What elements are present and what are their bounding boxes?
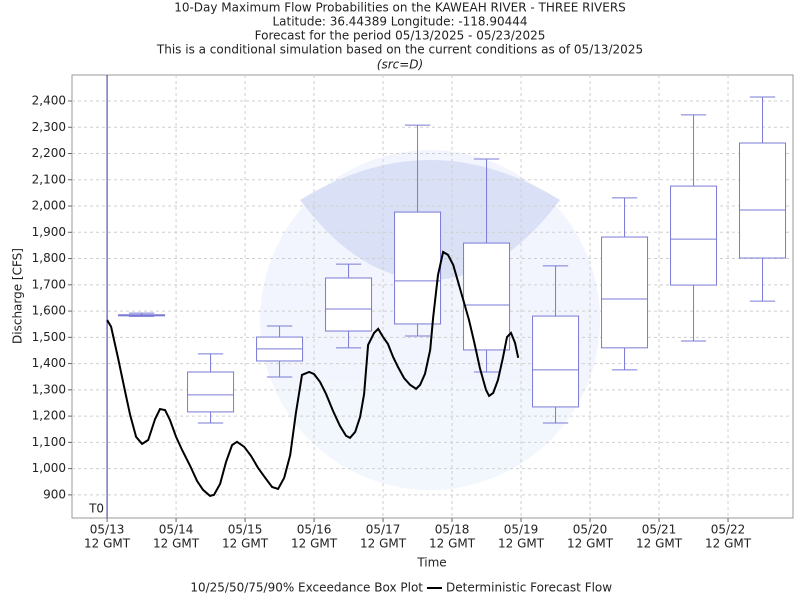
box	[394, 211, 442, 325]
box	[532, 315, 580, 408]
y-tick-label: 2,300	[32, 120, 66, 134]
y-tick-label: 1,000	[32, 461, 66, 475]
y-tick-label: 2,000	[32, 199, 66, 213]
y-tick-label: 1,900	[32, 225, 66, 239]
y-tick-label: 2,100	[32, 172, 66, 186]
box	[601, 236, 649, 349]
x-tick-label: 05/20	[573, 523, 608, 537]
box	[463, 242, 511, 351]
x-tick-label: 05/22	[711, 523, 746, 537]
y-tick-label: 1,400	[32, 356, 66, 370]
x-tick-label: 05/13	[90, 523, 125, 537]
subtitle: (src=D)	[377, 58, 423, 72]
y-tick-label: 1,100	[32, 435, 66, 449]
y-tick-label: 1,200	[32, 409, 66, 423]
x-tick-time: 12 GMT	[153, 537, 200, 551]
box	[187, 371, 235, 413]
y-axis-label: Discharge [CFS]	[11, 248, 25, 344]
title-line: Latitude: 36.44389 Longitude: -118.90444	[272, 15, 527, 29]
title-line: 10-Day Maximum Flow Probabilities on the…	[174, 1, 626, 15]
box	[739, 142, 787, 259]
x-tick-label: 05/17	[366, 523, 401, 537]
legend-line-label: Deterministic Forecast Flow	[446, 581, 612, 595]
y-tick-label: 2,200	[32, 146, 66, 160]
x-tick-time: 12 GMT	[705, 537, 752, 551]
x-tick-time: 12 GMT	[498, 537, 545, 551]
title-line: This is a conditional simulation based o…	[156, 43, 643, 57]
x-tick-time: 12 GMT	[636, 537, 683, 551]
y-tick-label: 2,400	[32, 93, 66, 107]
x-tick-time: 12 GMT	[567, 537, 614, 551]
y-tick-label: 900	[43, 487, 66, 501]
y-tick-label: 1,700	[32, 277, 66, 291]
t0-label: T0	[88, 502, 104, 516]
forecast-line	[106, 250, 520, 497]
x-tick-time: 12 GMT	[222, 537, 269, 551]
x-tick-time: 12 GMT	[429, 537, 476, 551]
y-tick-label: 1,600	[32, 304, 66, 318]
legend-box-label: 10/25/50/75/90% Exceedance Box Plot	[190, 581, 423, 595]
box	[325, 277, 373, 332]
x-tick-label: 05/14	[159, 523, 194, 537]
y-tick-label: 1,800	[32, 251, 66, 265]
x-tick-label: 05/21	[642, 523, 677, 537]
plot-area	[71, 74, 794, 519]
x-tick-label: 05/18	[435, 523, 470, 537]
y-tick-label: 1,500	[32, 330, 66, 344]
x-tick-label: 05/16	[297, 523, 332, 537]
box	[670, 185, 718, 286]
x-tick-time: 12 GMT	[291, 537, 338, 551]
y-tick-label: 1,300	[32, 382, 66, 396]
x-tick-label: 05/15	[228, 523, 263, 537]
x-tick-label: 05/19	[504, 523, 539, 537]
title-line: Forecast for the period 05/13/2025 - 05/…	[255, 29, 546, 43]
x-axis-label: Time	[416, 556, 446, 570]
x-tick-time: 12 GMT	[360, 537, 407, 551]
x-tick-time: 12 GMT	[84, 537, 131, 551]
